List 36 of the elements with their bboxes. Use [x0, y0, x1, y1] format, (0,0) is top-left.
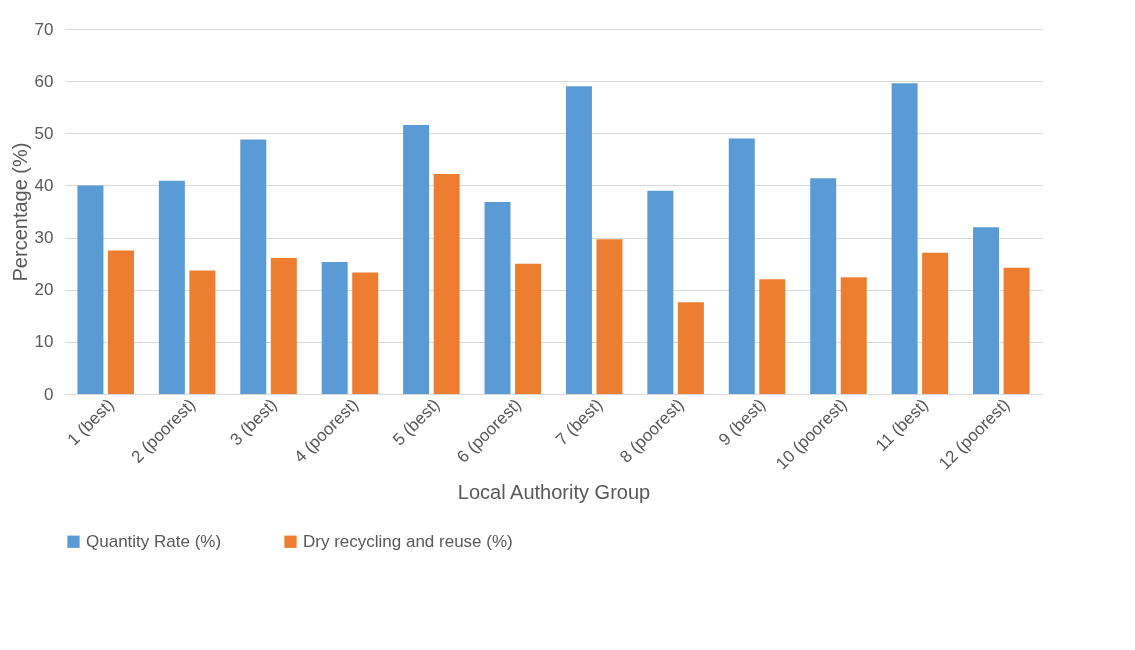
bar [77, 185, 104, 394]
bar [321, 262, 348, 394]
bar [189, 270, 216, 394]
bar [352, 272, 379, 394]
bar [1003, 267, 1030, 394]
bar [158, 180, 185, 394]
bar [596, 239, 623, 394]
bar [677, 302, 704, 394]
bar [840, 277, 867, 394]
legend-label: Dry recycling and reuse (%) [303, 531, 513, 551]
bar [270, 257, 297, 394]
y-tick-label: 0 [44, 384, 54, 404]
bar [565, 86, 592, 394]
bar [647, 190, 674, 394]
y-tick-label: 50 [34, 123, 54, 143]
y-axis-title: Percentage (%) [8, 142, 31, 282]
bar [891, 83, 918, 394]
bar [728, 138, 755, 394]
bar [107, 250, 134, 394]
bar [810, 178, 837, 394]
y-tick-label: 30 [34, 228, 54, 248]
bar [922, 252, 949, 394]
bar [484, 202, 511, 394]
bar [515, 263, 542, 394]
y-tick-label: 40 [34, 175, 54, 195]
bar [433, 173, 460, 394]
y-tick-label: 10 [34, 332, 54, 352]
bar [240, 139, 267, 394]
y-tick-label: 20 [34, 280, 54, 300]
bar [759, 279, 786, 394]
legend-label: Quantity Rate (%) [86, 531, 222, 551]
bar [403, 124, 430, 394]
y-tick-label: 70 [34, 19, 54, 39]
y-tick-label: 60 [34, 71, 54, 91]
x-axis-title: Local Authority Group [457, 480, 651, 503]
bar [973, 227, 1000, 394]
